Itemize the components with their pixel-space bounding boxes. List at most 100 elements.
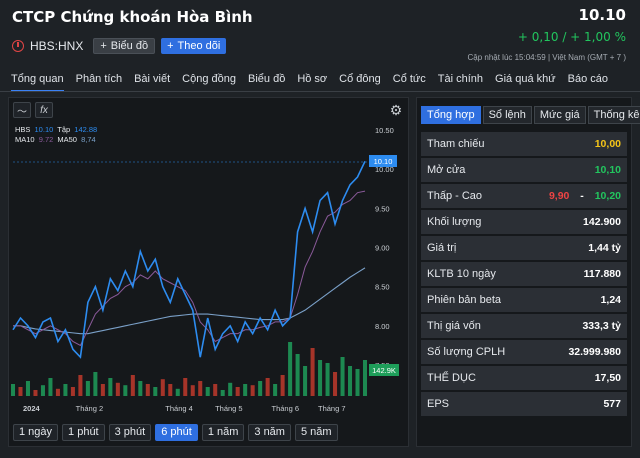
volume-bar <box>63 384 68 396</box>
tab-chart[interactable]: Biểu đồ <box>248 73 286 85</box>
volume-bar <box>78 375 83 396</box>
volume-bar <box>85 381 90 396</box>
stat-value: 10,00 <box>594 138 621 150</box>
volume-bar <box>48 378 53 396</box>
tab-community[interactable]: Cộng đồng <box>182 73 236 85</box>
stat-label: EPS <box>427 398 450 410</box>
plus-icon: + <box>167 39 174 52</box>
legend-volume-value: 142.88 <box>74 125 98 134</box>
x-tick-label: Tháng 4 <box>165 404 193 413</box>
ticker-row: HBS:HNX + Biểu đồ + Theo dõi <box>12 38 227 54</box>
tab-profile[interactable]: Hồ sơ <box>297 73 328 85</box>
y-tick-label: 9.50 <box>375 204 390 213</box>
range-1-day[interactable]: 1 ngày <box>13 424 59 441</box>
range-6-min[interactable]: 6 phút <box>155 424 198 441</box>
stat-low-value: 9,90 <box>548 190 570 202</box>
volume-bar <box>250 385 255 396</box>
range-3-year[interactable]: 3 năm <box>248 424 291 441</box>
range-buttons: 1 ngày 1 phút 3 phút 6 phút 1 năm 3 năm … <box>13 424 338 441</box>
volume-bar <box>303 366 308 396</box>
tab-price-levels[interactable]: Mức giá <box>533 106 586 124</box>
volume-bar <box>115 382 120 396</box>
volume-bar <box>93 372 98 396</box>
main-nav: Tổng quan Phân tích Bài viết Cộng đồng B… <box>0 70 640 92</box>
volume-bar <box>138 381 143 396</box>
x-tick-label: Tháng 5 <box>215 404 243 413</box>
y-tick-label: 10.50 <box>375 126 394 135</box>
range-5-year[interactable]: 5 năm <box>294 424 338 441</box>
stat-value: 142.900 <box>583 216 621 228</box>
chart-type-icon[interactable]: 〜 <box>13 102 31 118</box>
volume-bar <box>228 382 233 396</box>
volume-bar <box>108 378 113 396</box>
stat-row-low-high: Thấp - Cao 9,90 - 10,20 <box>421 184 627 208</box>
volume-bar <box>258 381 263 396</box>
legend-ticker: HBS <box>15 125 31 134</box>
volume-bar <box>295 354 300 396</box>
stat-row-market-cap: Thị giá vốn 333,3 tỷ <box>421 314 627 338</box>
range-1-min[interactable]: 1 phút <box>62 424 105 441</box>
plus-icon: + <box>100 39 107 52</box>
stat-value: 333,3 tỷ <box>582 320 621 332</box>
stat-value: 17,50 <box>594 372 621 384</box>
stat-value: 10,10 <box>594 164 621 176</box>
tab-summary[interactable]: Tổng hợp <box>421 106 481 124</box>
tab-order-book[interactable]: Sổ lệnh <box>482 106 532 124</box>
tab-shareholders[interactable]: Cổ đông <box>339 73 381 85</box>
volume-bar <box>213 384 218 396</box>
tab-statistics[interactable]: Thống kê <box>587 106 640 124</box>
volume-bar <box>18 387 23 396</box>
gear-icon[interactable]: ⚙ <box>389 102 403 118</box>
tab-dividends[interactable]: Cổ tức <box>392 73 426 85</box>
volume-bar <box>160 379 165 396</box>
volume-bar <box>310 348 315 396</box>
tab-financials[interactable]: Tài chính <box>437 73 484 85</box>
legend-price-value: 10.10 <box>34 125 54 134</box>
y-tick-label: 8.50 <box>375 283 390 292</box>
volume-bar <box>123 385 128 396</box>
stat-label: KLTB 10 ngày <box>427 268 496 280</box>
follow-button-label: Theo dõi <box>177 39 221 52</box>
legend-ma10-label: MA10 <box>15 135 35 144</box>
tab-analysis[interactable]: Phân tích <box>75 73 123 85</box>
current-price: 10.10 <box>578 6 626 24</box>
tab-reports[interactable]: Báo cáo <box>567 73 608 85</box>
volume-bar <box>168 384 173 396</box>
tab-articles[interactable]: Bài viết <box>134 73 171 85</box>
price-tag <box>369 155 397 167</box>
stat-row-open: Mở cửa 10,10 <box>421 158 627 182</box>
stat-value: 1,44 tỷ <box>588 242 621 254</box>
range-3-min[interactable]: 3 phút <box>108 424 152 441</box>
stat-label: Giá trị <box>427 242 457 254</box>
volume-bar <box>243 384 248 396</box>
x-tick-label: Tháng 7 <box>318 404 346 413</box>
volume-bar <box>183 378 188 396</box>
follow-button[interactable]: + Theo dõi <box>161 38 227 54</box>
stat-value: 577 <box>603 398 621 410</box>
y-tick-label: 8.00 <box>375 322 390 331</box>
volume-bar <box>288 342 293 396</box>
volume-tag <box>369 364 399 376</box>
range-1-year[interactable]: 1 năm <box>201 424 245 441</box>
volume-bar <box>205 387 210 396</box>
volume-bar <box>100 384 105 396</box>
volume-bar <box>273 384 278 396</box>
stat-row-value: Giá trị 1,44 tỷ <box>421 236 627 260</box>
stat-row-volume: Khối lượng 142.900 <box>421 210 627 234</box>
volume-bar <box>198 381 203 396</box>
ticker-symbol: HBS:HNX <box>30 39 84 53</box>
stat-label: Mở cửa <box>427 164 466 176</box>
tab-overview[interactable]: Tổng quan <box>11 70 64 92</box>
volume-bar <box>340 357 345 396</box>
volume-bar <box>190 385 195 396</box>
tab-historical-prices[interactable]: Giá quá khứ <box>495 73 556 85</box>
indicator-fx-icon[interactable]: fx <box>35 102 53 118</box>
volume-bar <box>280 375 285 396</box>
nav-divider <box>0 91 640 92</box>
legend-ma50-value: 8,74 <box>81 135 96 144</box>
ma10-line <box>13 190 366 347</box>
chart-button[interactable]: + Biểu đồ <box>93 38 156 54</box>
volume-bar <box>55 388 60 396</box>
stat-row-eps: EPS 577 <box>421 392 627 416</box>
